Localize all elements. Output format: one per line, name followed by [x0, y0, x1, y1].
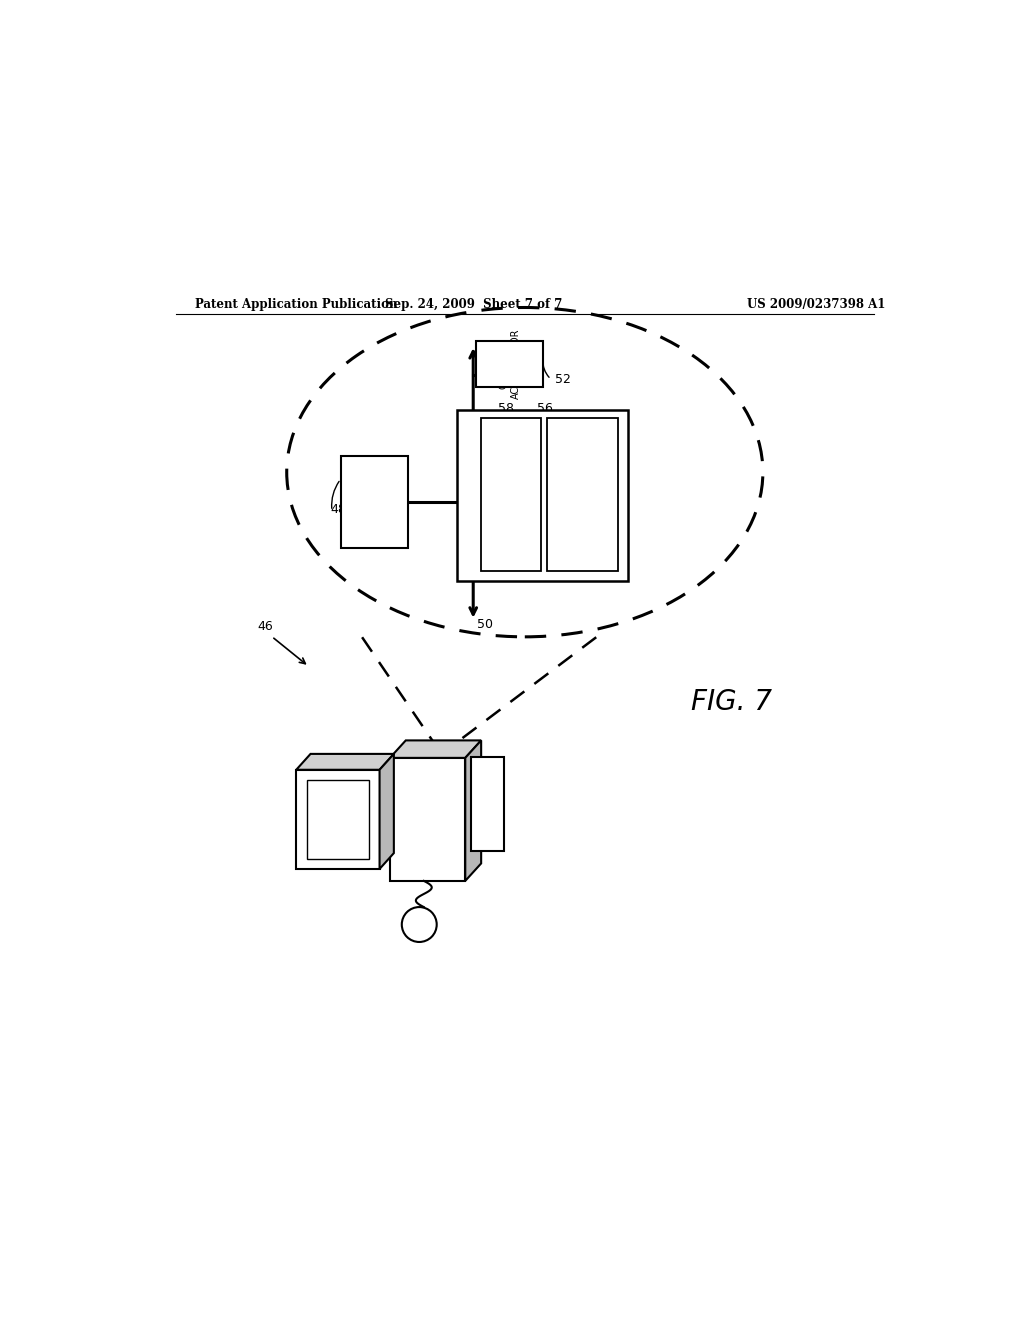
Text: US 2009/0237398 A1: US 2009/0237398 A1	[748, 298, 886, 312]
Bar	[341, 457, 409, 548]
Text: STORAGE MEDIUM: STORAGE MEDIUM	[467, 450, 476, 541]
Polygon shape	[465, 741, 481, 880]
Polygon shape	[296, 770, 380, 869]
Bar	[458, 411, 628, 581]
Text: PROCESSOR: PROCESSOR	[370, 471, 380, 532]
Polygon shape	[380, 754, 394, 869]
Text: Data: Data	[570, 490, 595, 500]
Bar	[306, 780, 370, 858]
Text: machine-
executable
instructions: machine- executable instructions	[484, 479, 538, 511]
Polygon shape	[390, 741, 481, 758]
Text: Patent Application Publication: Patent Application Publication	[196, 298, 398, 312]
Bar	[547, 418, 618, 572]
Bar	[481, 418, 541, 572]
Bar	[475, 342, 543, 387]
Text: 56: 56	[537, 403, 553, 416]
Text: 46: 46	[257, 620, 273, 634]
Bar	[471, 758, 504, 850]
Text: 58: 58	[498, 403, 514, 416]
Text: Sep. 24, 2009  Sheet 7 of 7: Sep. 24, 2009 Sheet 7 of 7	[385, 298, 562, 312]
Text: FIG. 7: FIG. 7	[691, 688, 772, 717]
Text: 52: 52	[555, 372, 570, 385]
Polygon shape	[296, 754, 394, 770]
Text: COMPUTER: COMPUTER	[423, 792, 432, 847]
Polygon shape	[390, 758, 465, 880]
Text: GRAPHICS
ACCELERATOR: GRAPHICS ACCELERATOR	[498, 329, 520, 400]
Text: 48: 48	[331, 503, 346, 516]
Text: 50: 50	[477, 618, 494, 631]
